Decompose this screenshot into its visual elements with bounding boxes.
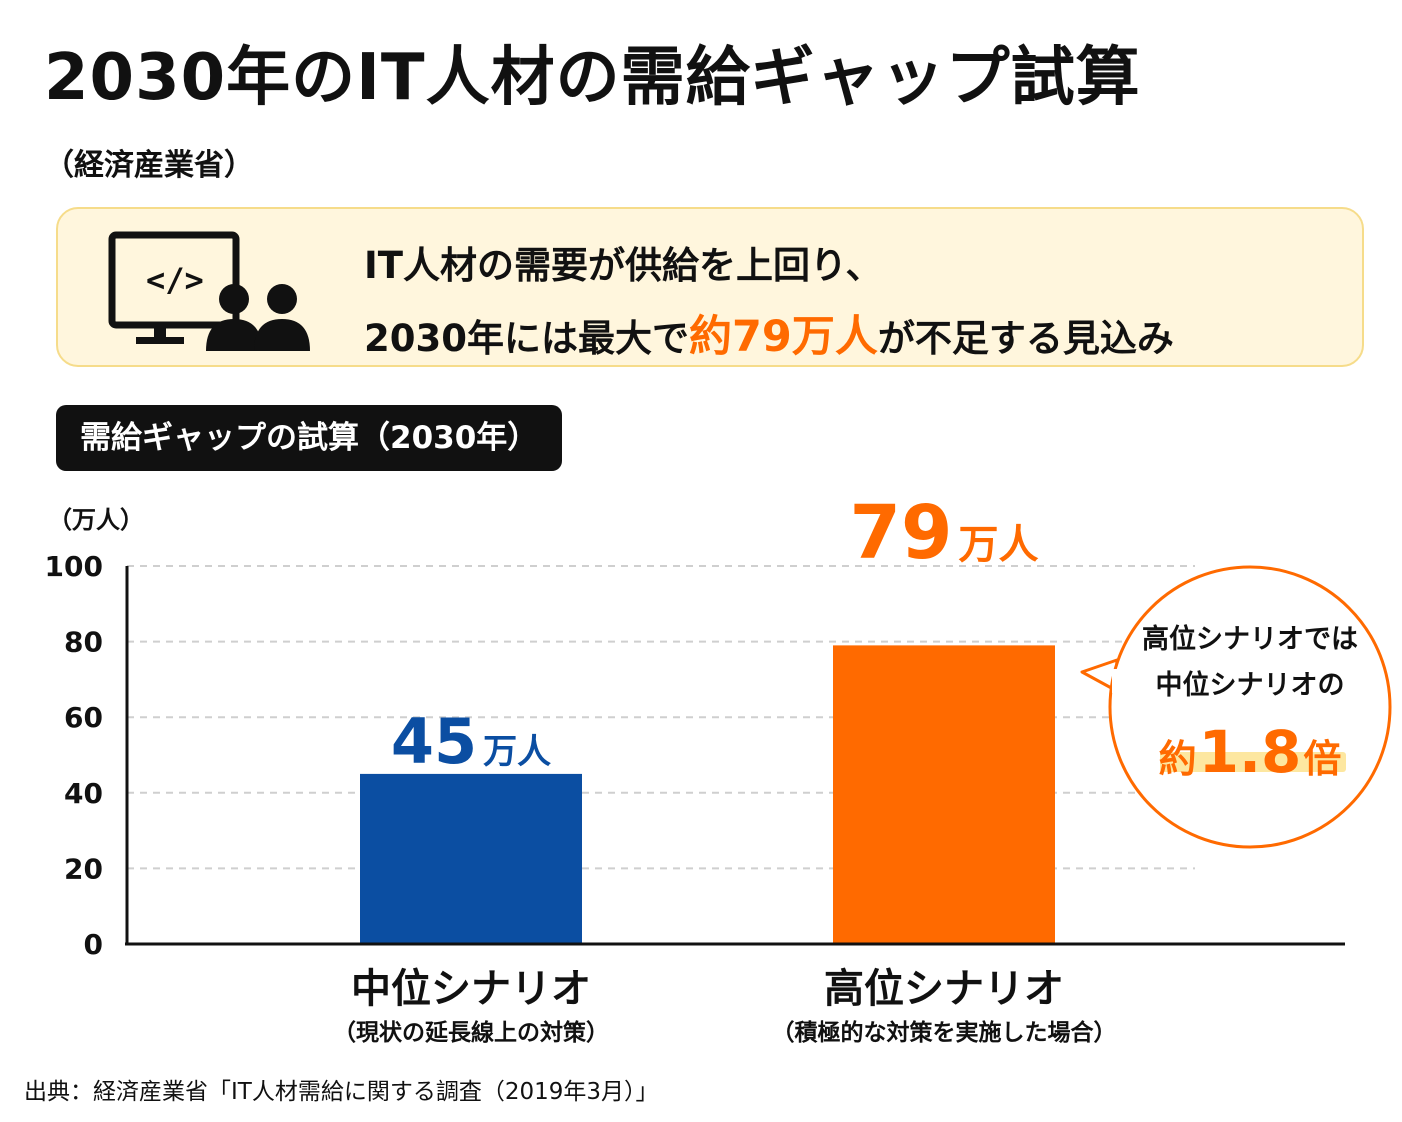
chart-section-label: 需給ギャップの試算（2030年） bbox=[56, 405, 563, 471]
annotation-bubble bbox=[1108, 565, 1392, 849]
annotation-line-2: 中位シナリオの bbox=[1156, 669, 1345, 701]
annotation-line-1: 高位シナリオでは bbox=[1142, 623, 1358, 655]
bar-value-label: 45 万人 bbox=[391, 705, 551, 778]
y-tick-label: 0 bbox=[84, 928, 103, 961]
y-tick-label: 60 bbox=[64, 701, 103, 734]
source-footnote: 出典：経済産業省「IT人材需給に関する調査（2019年3月）」 bbox=[24, 1079, 659, 1105]
page-subtitle: （経済産業省） bbox=[44, 148, 254, 183]
callout-line-2: 2030年には最大で約79万人が不足する見込み bbox=[364, 302, 1174, 364]
annotation-prefix: 約 bbox=[1159, 737, 1197, 781]
bar-middle-scenario bbox=[360, 773, 582, 944]
annotation-line-3: 約1.8倍 bbox=[1159, 718, 1342, 786]
bar-value-unit: 万人 bbox=[483, 732, 551, 772]
bar-value-number: 79 bbox=[850, 490, 953, 576]
bar-value-number: 45 bbox=[391, 705, 477, 778]
annotation-suffix: 倍 bbox=[1303, 737, 1341, 781]
bar-value-unit: 万人 bbox=[958, 522, 1038, 568]
callout-line-2-pre: 2030年には最大で bbox=[364, 317, 689, 360]
page-title: 2030年のIT人材の需給ギャップ試算 bbox=[44, 41, 1141, 115]
bar-high-scenario bbox=[833, 645, 1055, 944]
x-category-note: （現状の延長線上の対策） bbox=[333, 1019, 609, 1046]
bar-value-label: 79 万人 bbox=[850, 490, 1039, 576]
summary-callout: </> IT人材の需要が供給を上回り、 2030年には最大で約79万人が不足する… bbox=[56, 207, 1364, 367]
y-tick-label: 20 bbox=[64, 852, 103, 885]
y-tick-label: 80 bbox=[64, 626, 103, 659]
computer-with-people-icon: </> bbox=[108, 231, 310, 351]
annotation-pointer-join bbox=[1112, 669, 1122, 693]
callout-highlight: 約79万人 bbox=[688, 312, 878, 362]
y-axis-unit-label: （万人） bbox=[48, 506, 144, 534]
annotation-highlight-marker bbox=[1160, 752, 1346, 772]
x-category-label: 中位シナリオ bbox=[351, 966, 591, 1012]
x-category-note: （積極的な対策を実施した場合） bbox=[772, 1019, 1117, 1046]
y-tick-label: 40 bbox=[64, 777, 103, 810]
annotation-number: 1.8 bbox=[1199, 718, 1302, 786]
svg-text:</>: </> bbox=[146, 261, 204, 299]
y-tick-label: 100 bbox=[45, 550, 103, 583]
callout-line-2-post: が不足する見込み bbox=[877, 317, 1174, 360]
x-category-label: 高位シナリオ bbox=[824, 966, 1064, 1012]
callout-line-1: IT人材の需要が供給を上回り、 bbox=[364, 244, 883, 287]
